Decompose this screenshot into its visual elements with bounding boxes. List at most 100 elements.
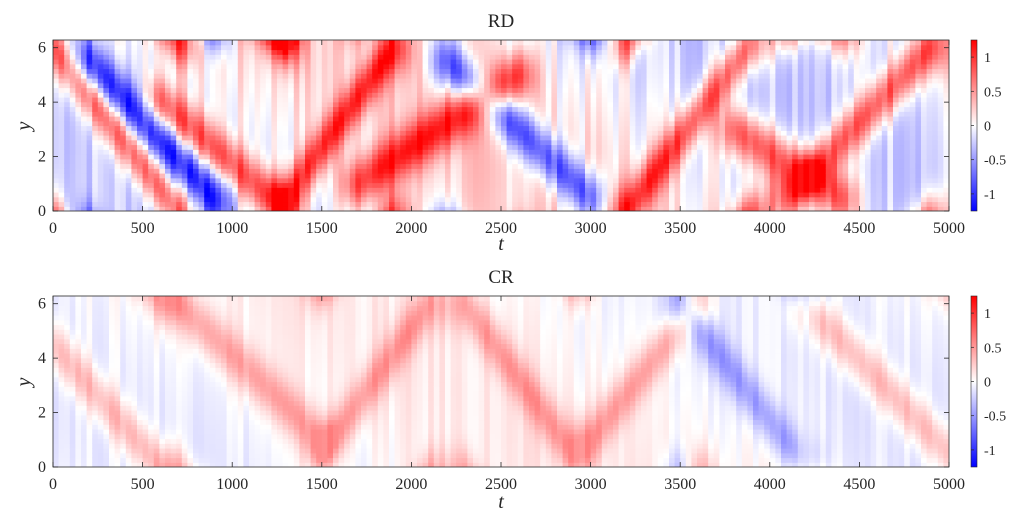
heatmap-cell (786, 44, 793, 51)
heatmap-cell (467, 111, 474, 117)
heatmap-cell (495, 177, 502, 184)
heatmap-cell (512, 68, 519, 74)
heatmap-cell (725, 135, 732, 141)
heatmap-cell (114, 101, 121, 108)
heatmap-cell (439, 154, 446, 160)
heatmap-cell (607, 97, 614, 103)
heatmap-cell (405, 101, 412, 108)
heatmap-cell (725, 192, 732, 198)
heatmap-cell (400, 192, 407, 198)
heatmap-cell (557, 44, 564, 51)
heatmap-cell (333, 92, 340, 98)
heatmap-cell (573, 158, 580, 165)
heatmap-cell (613, 54, 620, 60)
heatmap-cell (461, 82, 468, 89)
heatmap-cell (786, 158, 793, 165)
heatmap-cell (137, 192, 144, 198)
heatmap-cell (501, 187, 508, 193)
heatmap-cell (461, 111, 468, 117)
heatmap-cell (204, 49, 211, 55)
heatmap-cell (607, 196, 614, 203)
heatmap-cell (232, 68, 239, 74)
heatmap-cell (775, 187, 782, 193)
heatmap-cell (271, 139, 278, 146)
heatmap-cell (820, 182, 827, 188)
heatmap-cell (461, 149, 468, 155)
heatmap-cell (769, 116, 776, 122)
heatmap-cell (377, 78, 384, 84)
heatmap-cell (282, 144, 289, 150)
heatmap-cell (489, 97, 496, 103)
heatmap-cell (338, 149, 345, 155)
heatmap-cell (366, 120, 373, 127)
heatmap-cell (226, 59, 233, 65)
heatmap-cell (193, 192, 200, 198)
heatmap-cell (209, 192, 216, 198)
heatmap-cell (417, 40, 424, 46)
heatmap-cell (237, 68, 244, 74)
heatmap-cell (501, 54, 508, 60)
heatmap-cell (501, 92, 508, 98)
heatmap-cell (624, 139, 631, 146)
heatmap-cell (786, 97, 793, 103)
heatmap-cell (439, 130, 446, 136)
heatmap-cell (708, 187, 715, 193)
heatmap-cell (820, 149, 827, 155)
heatmap-cell (58, 168, 65, 174)
heatmap-cell (713, 116, 720, 122)
heatmap-cell (557, 139, 564, 146)
heatmap-cell (405, 135, 412, 141)
heatmap-cell (708, 68, 715, 74)
heatmap-cell (260, 49, 267, 55)
heatmap-cell (489, 196, 496, 203)
heatmap-cell (176, 87, 183, 93)
heatmap-cell (125, 82, 132, 89)
heatmap-cell (131, 177, 138, 184)
heatmap-cell (607, 154, 614, 160)
heatmap-cell (170, 87, 177, 93)
heatmap-cell (792, 49, 799, 55)
heatmap-cell (596, 149, 603, 155)
heatmap-cell (422, 82, 429, 89)
heatmap-cell (512, 63, 519, 70)
heatmap-cell (81, 182, 88, 188)
heatmap-cell (781, 54, 788, 60)
heatmap-cell (562, 59, 569, 65)
heatmap-cell (226, 154, 233, 160)
heatmap-cell (473, 116, 480, 122)
heatmap-cell (646, 87, 653, 93)
heatmap-cell (568, 40, 575, 46)
heatmap-cell (820, 192, 827, 198)
heatmap-cell (461, 196, 468, 203)
heatmap-cell (310, 120, 317, 127)
heatmap-cell (641, 54, 648, 60)
heatmap-cell (361, 120, 368, 127)
heatmap-cell (405, 111, 412, 117)
heatmap-cell (467, 63, 474, 70)
heatmap-cell (596, 101, 603, 108)
heatmap-cell (64, 40, 71, 46)
heatmap-cell (579, 59, 586, 65)
heatmap-cell (411, 144, 418, 150)
heatmap-cell (293, 206, 300, 211)
heatmap-cell (209, 101, 216, 108)
heatmap-cell (551, 44, 558, 51)
heatmap-cell (193, 73, 200, 79)
heatmap-cell (411, 135, 418, 141)
heatmap-cell (433, 192, 440, 198)
heatmap-cell (456, 40, 463, 46)
heatmap-cell (428, 168, 435, 174)
heatmap-cell (422, 130, 429, 136)
heatmap-cell (97, 130, 104, 136)
heatmap-cell (204, 40, 211, 46)
heatmap-cell (741, 201, 748, 207)
heatmap-cell (736, 177, 743, 184)
heatmap-cell (680, 59, 687, 65)
heatmap-cell (741, 135, 748, 141)
heatmap-cell (433, 182, 440, 188)
heatmap-cell (489, 139, 496, 146)
heatmap-cell (249, 116, 256, 122)
heatmap-cell (265, 87, 272, 93)
heatmap-cell (394, 144, 401, 150)
heatmap-cell (579, 120, 586, 127)
